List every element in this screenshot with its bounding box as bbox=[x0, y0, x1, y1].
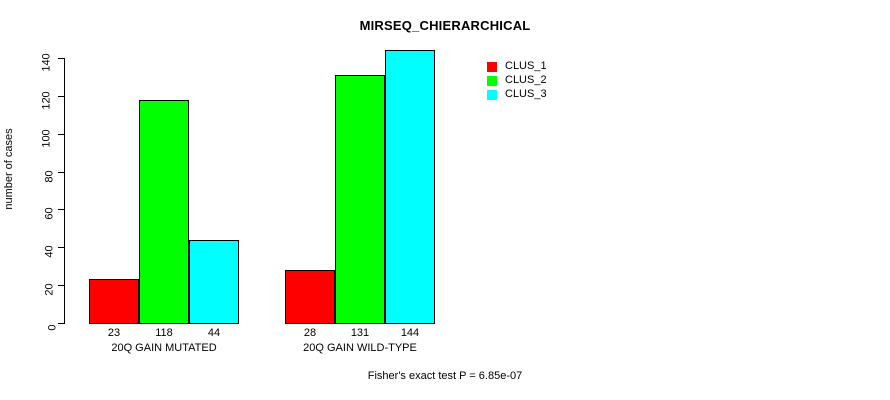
bar-clus_2 bbox=[139, 99, 189, 324]
x-axis-group-label: 20Q GAIN WILD-TYPE bbox=[303, 342, 417, 354]
page-title: MIRSEQ_CHIERARCHICAL bbox=[359, 18, 531, 33]
y-axis-tick-value: 80 bbox=[43, 169, 56, 183]
bar-value-label: 118 bbox=[155, 327, 173, 339]
x-axis-group-label: 20Q GAIN MUTATED bbox=[111, 342, 217, 354]
y-axis-tick-label: 0 bbox=[0, 317, 59, 331]
statistical-test-annotation: Fisher's exact test P = 6.85e-07 bbox=[367, 370, 523, 382]
legend-swatch-icon bbox=[487, 76, 497, 86]
bar-clus_3 bbox=[385, 50, 435, 324]
y-axis-tick-value: 0 bbox=[46, 324, 59, 331]
y-axis-tick-label: 40 bbox=[0, 241, 56, 258]
legend-item-label: CLUS_2 bbox=[505, 74, 547, 86]
y-axis-tick-label: 20 bbox=[0, 279, 56, 296]
bar-value-label: 23 bbox=[107, 327, 121, 339]
y-axis-title: number of cases bbox=[3, 128, 15, 210]
legend-item-label: CLUS_1 bbox=[505, 60, 547, 72]
y-axis-tick bbox=[58, 133, 64, 135]
y-axis-tick bbox=[58, 285, 64, 287]
bar-value-label: 144 bbox=[400, 327, 420, 339]
y-axis-tick bbox=[58, 95, 64, 97]
legend-swatch-icon bbox=[487, 90, 497, 100]
y-axis-tick bbox=[58, 58, 64, 59]
bar-value-label: 131 bbox=[350, 327, 370, 339]
y-axis-tick-value: 40 bbox=[43, 245, 56, 258]
y-axis-tick-value: 120 bbox=[40, 91, 53, 110]
bar-clus_2 bbox=[335, 75, 385, 324]
y-axis-tick-label: 120 bbox=[0, 90, 56, 109]
y-axis-tick bbox=[58, 209, 64, 211]
bar-clus_1 bbox=[285, 270, 335, 324]
y-axis-tick bbox=[58, 171, 64, 173]
bar-clus_1 bbox=[89, 279, 139, 324]
y-axis-tick bbox=[58, 247, 64, 249]
y-axis-tick bbox=[58, 323, 64, 324]
legend-swatch-icon bbox=[487, 62, 497, 72]
y-axis-tick-value: 60 bbox=[43, 207, 56, 221]
bar-value-label: 28 bbox=[303, 327, 317, 339]
bar-value-label: 44 bbox=[207, 327, 221, 339]
y-axis-line bbox=[64, 58, 65, 324]
y-axis-tick-label: 140 bbox=[0, 52, 56, 71]
y-axis-tick-value: 140 bbox=[40, 53, 53, 72]
y-axis-tick-value: 20 bbox=[43, 283, 56, 296]
bar-clus_3 bbox=[189, 239, 239, 324]
y-axis-tick-value: 100 bbox=[40, 129, 53, 148]
legend-item-label: CLUS_3 bbox=[505, 88, 547, 100]
